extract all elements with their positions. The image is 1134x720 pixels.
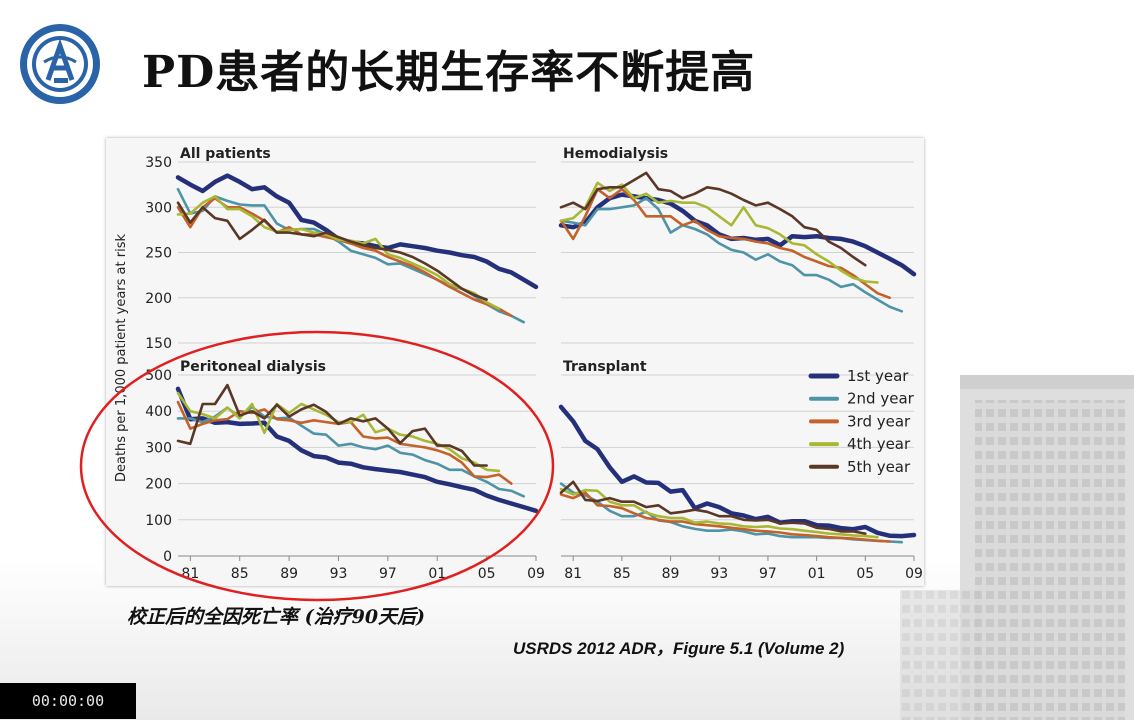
x-tick-label: 93: [710, 566, 728, 582]
y-tick-label: 350: [145, 155, 172, 171]
series-line-peritoneal-dialysis-5: [176, 383, 488, 467]
y-tick-label: 150: [145, 336, 172, 352]
legend-label: 1st year: [847, 367, 909, 385]
series-line-transplant-5: [559, 480, 867, 535]
series-line-hemodialysis-2: [559, 196, 904, 313]
x-tick-label: 85: [613, 566, 631, 582]
series-line-transplant-3: [559, 491, 892, 543]
y-tick-label: 200: [145, 291, 172, 307]
x-tick-label: 81: [181, 566, 199, 582]
series-line-hemodialysis-3: [559, 187, 892, 300]
legend-label: 2nd year: [847, 390, 915, 408]
series-line-all-patients-3: [176, 196, 513, 318]
y-tick-label: 300: [145, 200, 172, 216]
panel-title-all-patients: All patients: [180, 146, 271, 162]
legend-label: 5th year: [847, 458, 911, 476]
y-axis-label: Deaths per 1,000 patient years at risk: [114, 234, 129, 483]
x-tick-label: 01: [428, 566, 446, 582]
series-line-all-patients-4: [176, 195, 501, 310]
series-line-all-patients-1: [175, 173, 539, 290]
x-tick-label: 05: [856, 566, 874, 582]
panel-title-hemodialysis: Hemodialysis: [563, 146, 668, 162]
x-tick-label: 97: [379, 566, 397, 582]
series-line-hemodialysis-5: [559, 171, 867, 267]
y-tick-label: 250: [145, 246, 172, 262]
x-tick-label: 81: [564, 566, 582, 582]
legend-label: 4th year: [847, 435, 911, 453]
mortality-chart: Deaths per 1,000 patient years at risk 15…: [114, 146, 923, 582]
series-line-hemodialysis-4: [559, 181, 879, 284]
source-citation: USRDS 2012 ADR，Figure 5.1 (Volume 2): [513, 639, 845, 658]
x-tick-label: 05: [478, 566, 496, 582]
series-line-transplant-1: [558, 404, 917, 539]
x-tick-label: 09: [527, 566, 545, 582]
panel-title-transplant: Transplant: [563, 359, 647, 375]
x-tick-label: 89: [662, 566, 680, 582]
x-tick-label: 01: [808, 566, 826, 582]
panel-title-peritoneal-dialysis: Peritoneal dialysis: [180, 359, 326, 375]
series-line-peritoneal-dialysis-3: [176, 400, 513, 485]
series-line-peritoneal-dialysis-1: [175, 386, 539, 514]
slide-title: PD患者的长期生存率不断提高: [142, 47, 756, 98]
x-tick-label: 85: [231, 566, 249, 582]
x-tick-label: 09: [905, 566, 923, 582]
y-tick-label: 100: [145, 513, 172, 529]
x-tick-label: 93: [330, 566, 348, 582]
y-tick-label: 500: [145, 368, 172, 384]
series-line-transplant-4: [559, 487, 879, 539]
series-line-peritoneal-dialysis-4: [176, 391, 501, 473]
y-tick-label: 300: [145, 440, 172, 456]
series-line-all-patients-5: [176, 201, 488, 301]
y-tick-label: 0: [163, 549, 172, 565]
timer-display: 00:00:00: [0, 683, 136, 719]
chart-caption: 校正后的全因死亡率 (治疗90天后): [127, 606, 426, 628]
hospital-seal-icon: [20, 24, 100, 104]
y-tick-label: 200: [145, 477, 172, 493]
x-tick-label: 89: [280, 566, 298, 582]
legend-label: 3rd year: [847, 412, 911, 430]
x-tick-label: 97: [759, 566, 777, 582]
y-tick-label: 400: [145, 404, 172, 420]
